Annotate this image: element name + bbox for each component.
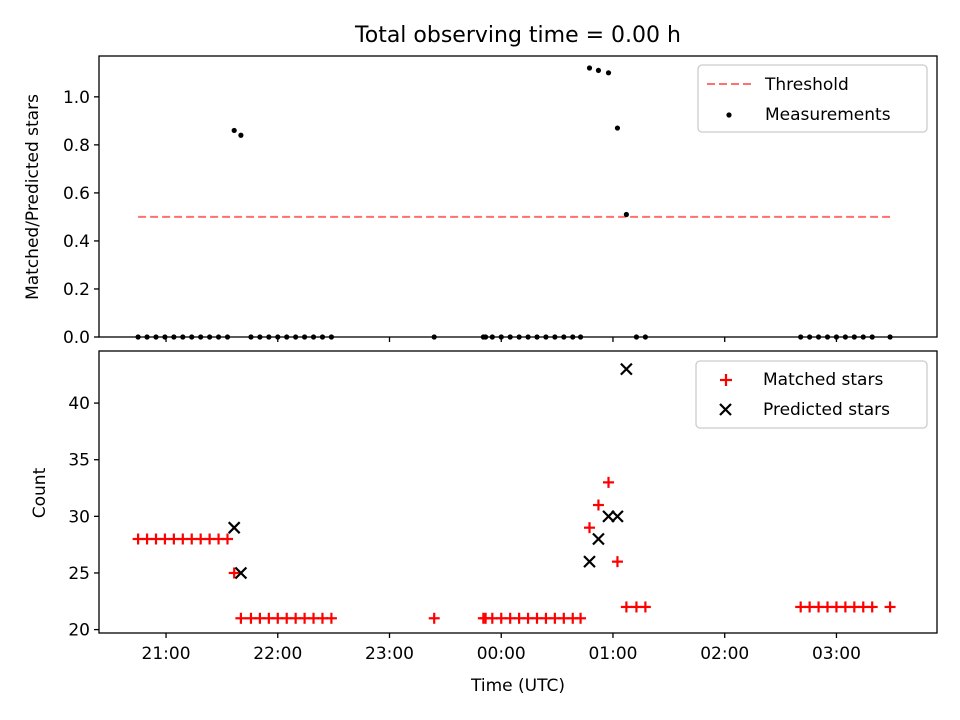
bottom-y-tick-label: 35 bbox=[68, 451, 90, 471]
bottom-legend-label-predicted: Predicted stars bbox=[763, 400, 890, 420]
bottom-y-ticks: 20 25 30 35 40 bbox=[68, 394, 99, 641]
top-plot-area bbox=[135, 65, 893, 340]
matched-stars-legend-swatch bbox=[720, 374, 732, 386]
top-panel: Matched/Predicted stars 0.0 0.2 0.4 0.6 0.8 1… bbox=[23, 55, 938, 348]
top-axes-frame bbox=[98, 55, 938, 338]
matched-star-marker bbox=[235, 612, 247, 624]
bottom-x-tick-label: 02:00 bbox=[700, 644, 749, 664]
measurement-point bbox=[595, 67, 602, 74]
top-y-ticks: 0.0 0.2 0.4 0.6 0.8 1.0 bbox=[63, 88, 99, 348]
measurement-point bbox=[614, 125, 621, 131]
measurement-point bbox=[586, 65, 593, 71]
bottom-panel: Count Time (UTC) 20 25 30 35 40 21:00 22:00 23… bbox=[30, 350, 938, 696]
top-y-tick-label: 0.8 bbox=[63, 136, 90, 156]
bottom-y-tick-label: 20 bbox=[68, 621, 90, 641]
bottom-y-tick-label: 30 bbox=[68, 507, 90, 527]
bottom-x-tick-label: 21:00 bbox=[142, 644, 191, 664]
top-y-tick-label: 0.2 bbox=[63, 280, 90, 300]
predicted-star-marker bbox=[611, 510, 624, 523]
bottom-x-tick-label: 22:00 bbox=[253, 644, 302, 664]
matched-star-marker bbox=[221, 533, 233, 545]
top-y-tick-label: 1.0 bbox=[63, 88, 90, 108]
top-y-tick-label: 0.6 bbox=[63, 184, 90, 204]
measurement-point bbox=[623, 211, 629, 218]
measurement-point bbox=[605, 70, 612, 76]
chart-title: Total observing time = 0.00 h bbox=[354, 23, 681, 48]
matched-star-marker bbox=[592, 499, 604, 511]
matched-star-marker bbox=[611, 556, 623, 568]
bottom-legend-label-matched: Matched stars bbox=[763, 370, 883, 390]
matched-star-marker bbox=[639, 601, 651, 613]
predicted-star-marker bbox=[592, 532, 605, 546]
matched-star-marker bbox=[584, 522, 596, 534]
predicted-star-marker bbox=[234, 566, 248, 580]
matched-star-marker bbox=[620, 601, 632, 613]
bottom-legend: Matched stars Predicted stars bbox=[695, 360, 928, 429]
measurement-point bbox=[238, 132, 244, 138]
x-axis-label: Time (UTC) bbox=[470, 676, 565, 696]
top-y-axis-label: Matched/Predicted stars bbox=[23, 94, 43, 300]
top-legend-label-threshold: Threshold bbox=[764, 75, 849, 95]
top-y-tick-label: 0.0 bbox=[63, 328, 90, 348]
measurements-legend-swatch bbox=[726, 112, 732, 118]
bottom-x-tick-label: 01:00 bbox=[588, 644, 637, 664]
measurement-point bbox=[231, 127, 237, 134]
top-legend-label-measurements: Measurements bbox=[765, 105, 891, 125]
predicted-star-marker bbox=[227, 521, 241, 534]
bottom-axes-frame bbox=[98, 350, 938, 634]
bottom-y-tick-label: 40 bbox=[68, 394, 90, 414]
matched-star-marker bbox=[603, 476, 615, 488]
bottom-x-tick-label: 03:00 bbox=[812, 644, 861, 664]
matched-star-marker bbox=[884, 601, 896, 613]
bottom-x-tick-label: 00:00 bbox=[477, 644, 526, 664]
matched-star-marker bbox=[866, 601, 878, 613]
top-legend-box bbox=[697, 64, 928, 133]
bottom-x-tick-label: 23:00 bbox=[365, 644, 414, 664]
bottom-x-ticks: 21:00 22:00 23:00 00:00 01:00 02:00 03:00 bbox=[142, 633, 861, 664]
bottom-plot-area bbox=[132, 362, 896, 624]
top-y-tick-label: 0.4 bbox=[63, 232, 90, 252]
bottom-legend-box bbox=[695, 360, 928, 429]
predicted-stars-legend-swatch bbox=[719, 403, 732, 416]
matched-star-marker bbox=[228, 567, 240, 579]
bottom-y-tick-label: 25 bbox=[68, 564, 90, 584]
bottom-y-axis-label: Count bbox=[30, 467, 50, 518]
matched-star-marker bbox=[325, 612, 337, 624]
predicted-star-marker bbox=[602, 510, 615, 523]
matched-star-marker bbox=[575, 612, 587, 624]
matched-star-marker bbox=[428, 612, 440, 624]
predicted-star-marker bbox=[583, 555, 596, 568]
predicted-star-marker bbox=[620, 362, 633, 376]
top-legend: Threshold Measurements bbox=[697, 64, 928, 133]
